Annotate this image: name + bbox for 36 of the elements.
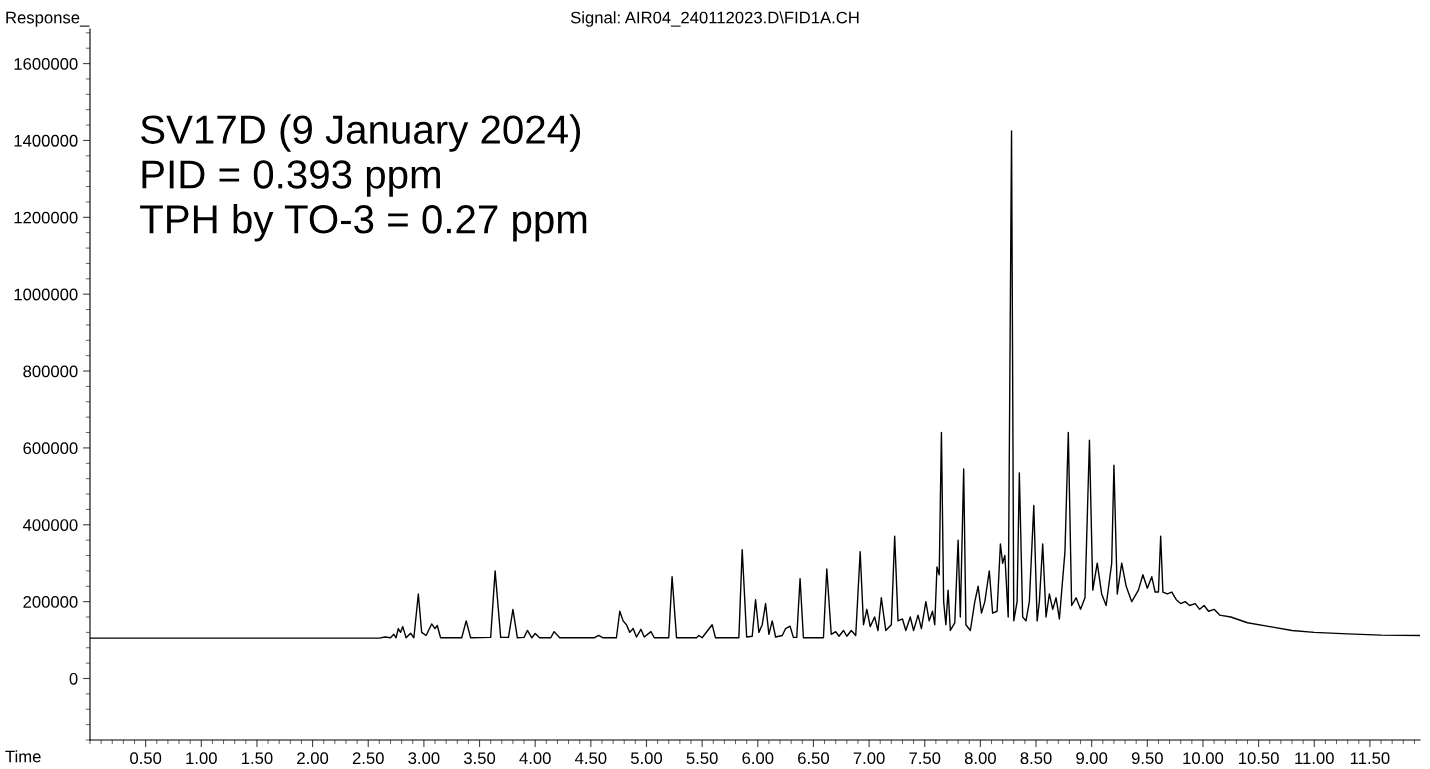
x-tick-label: 3.00 (408, 752, 440, 765)
x-tick-label: 1.00 (186, 752, 217, 765)
annotation: SV17D (9 January 2024) PID = 0.393 ppm TPH by TO-3 = 0.27 ppm (140, 114, 587, 242)
x-tick-label: 9.00 (1076, 752, 1108, 765)
y-tick-label: 600000 (23, 442, 78, 455)
y-tick-label: 1600000 (14, 57, 78, 70)
x-tick-label: 8.50 (1020, 752, 1052, 765)
y-tick-label: 1000000 (14, 288, 78, 301)
y-tick-label: 800000 (23, 365, 78, 378)
y-tick-label: 0 (69, 672, 78, 685)
x-tick-label: 1.50 (242, 752, 273, 765)
x-tick-label: 6.00 (742, 752, 774, 765)
y-tick-label: 1400000 (14, 134, 78, 147)
y-tick-label: 400000 (22, 519, 78, 531)
x-tick-label: 11.00 (1295, 752, 1334, 765)
x-tick-label: 10.50 (1239, 752, 1279, 765)
y-tick-label: 1200000 (14, 211, 78, 224)
x-tick-label: 4.00 (519, 752, 551, 765)
x-axis-title: Time (5, 750, 41, 763)
x-tick-label: 6.50 (798, 752, 829, 765)
x-tick-label: 11.50 (1350, 752, 1390, 765)
x-tick-label: 10.00 (1183, 752, 1224, 765)
x-tick-label: 9.50 (1131, 752, 1163, 765)
x-tick-label: 2.00 (297, 752, 329, 765)
x-tick-label: 2.50 (352, 752, 384, 765)
x-tick-label: 7.50 (909, 752, 941, 765)
x-tick-label: 8.00 (964, 752, 996, 765)
x-tick-label: 5.50 (686, 752, 718, 765)
chart-title: Signal: AIR04_240112023.D\FID1A.CH (570, 11, 859, 27)
x-tick-label: 5.00 (630, 752, 663, 765)
x-tick-label: 7.00 (853, 752, 885, 765)
y-tick-label: 200000 (23, 596, 78, 608)
x-tick-label: 4.50 (575, 752, 607, 765)
x-tick-label: 3.50 (463, 752, 496, 765)
y-axis-title: Response_ (6, 11, 90, 27)
x-tick-label: 0.50 (130, 752, 162, 765)
